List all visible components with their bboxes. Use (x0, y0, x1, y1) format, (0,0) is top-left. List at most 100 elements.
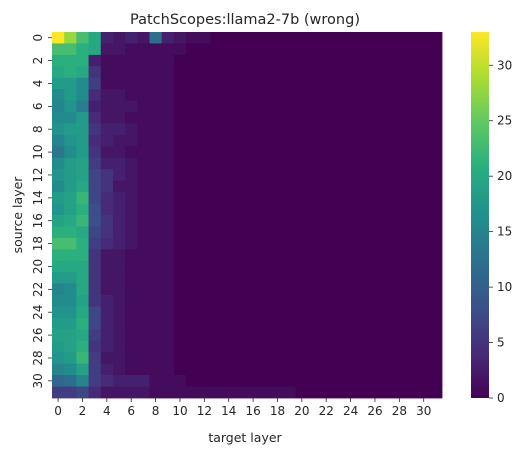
heatmap-cell (307, 192, 321, 204)
heatmap-cell (198, 295, 211, 307)
heatmap-cell (381, 340, 394, 353)
heatmap-cell (112, 100, 126, 113)
heatmap-cell (161, 169, 175, 182)
heatmap-cell (271, 375, 284, 387)
heatmap-cell (112, 146, 126, 159)
heatmap-cell (429, 352, 443, 365)
heatmap-cell (320, 203, 333, 216)
heatmap-cell (271, 295, 284, 307)
heatmap-cell (64, 283, 77, 296)
heatmap-cell (332, 77, 345, 90)
heatmap-cell (320, 272, 333, 285)
heatmap-cell (186, 386, 199, 399)
heatmap-cell (76, 32, 89, 44)
heatmap-cell (210, 363, 224, 376)
heatmap-cell (417, 260, 431, 273)
heatmap-cell (271, 363, 284, 376)
heatmap-cell (332, 215, 345, 227)
heatmap-cell (283, 329, 297, 342)
heatmap-cell (247, 192, 260, 204)
heatmap-cell (222, 237, 236, 250)
heatmap-cell (368, 169, 382, 182)
x-tick-label: 18 (270, 404, 285, 418)
heatmap-cell (125, 169, 138, 182)
heatmap-cell (149, 100, 163, 113)
heatmap-cell (405, 123, 419, 136)
heatmap-cell (88, 215, 102, 227)
heatmap-cell (100, 249, 114, 262)
heatmap-cell (332, 226, 345, 239)
heatmap-cell (64, 66, 77, 79)
heatmap-cell (368, 237, 382, 250)
heatmap-cell (64, 249, 77, 262)
heatmap-cell (234, 43, 248, 56)
heatmap-cell (100, 215, 114, 227)
heatmap-cell (161, 66, 175, 79)
heatmap-cell (320, 283, 333, 296)
heatmap-cell (356, 203, 370, 216)
heatmap-cell (344, 134, 358, 147)
heatmap-cell (112, 66, 126, 79)
heatmap-cell (417, 340, 431, 353)
heatmap-cell (417, 43, 431, 56)
heatmap-cell (417, 386, 431, 399)
heatmap-cell (271, 169, 284, 182)
heatmap-cell (368, 123, 382, 136)
heatmap-cell (356, 260, 370, 273)
heatmap-cell (100, 352, 114, 365)
heatmap-grid (52, 32, 443, 399)
heatmap-cell (137, 43, 150, 56)
heatmap-cell (198, 306, 211, 319)
heatmap-cell (356, 43, 370, 56)
heatmap-cell (295, 134, 309, 147)
heatmap-cell (222, 54, 236, 67)
heatmap-cell (149, 295, 163, 307)
heatmap-cell (417, 237, 431, 250)
heatmap-cell (271, 226, 284, 239)
heatmap-cell (381, 180, 394, 193)
heatmap-cell (198, 77, 211, 90)
heatmap-cell (405, 43, 419, 56)
heatmap-cell (344, 283, 358, 296)
heatmap-cell (234, 123, 248, 136)
heatmap-cell (247, 249, 260, 262)
heatmap-cell (283, 180, 297, 193)
heatmap-cell (210, 157, 224, 170)
heatmap-cell (368, 112, 382, 124)
heatmap-cell (137, 295, 150, 307)
heatmap-cell (405, 146, 419, 159)
heatmap-cell (271, 180, 284, 193)
heatmap-cell (368, 180, 382, 193)
heatmap-cell (173, 112, 187, 124)
heatmap-cell (247, 146, 260, 159)
heatmap-cell (259, 386, 272, 399)
heatmap-cell (271, 192, 284, 204)
heatmap-cell (429, 134, 443, 147)
heatmap-cell (161, 329, 175, 342)
heatmap-cell (52, 375, 65, 387)
heatmap-cell (381, 329, 394, 342)
heatmap-cell (210, 123, 224, 136)
heatmap-cell (198, 226, 211, 239)
heatmap-cell (271, 123, 284, 136)
heatmap-cell (76, 249, 89, 262)
heatmap-cell (368, 66, 382, 79)
heatmap-cell (283, 43, 297, 56)
heatmap-cell (283, 237, 297, 250)
heatmap-cell (344, 180, 358, 193)
heatmap-cell (125, 32, 138, 44)
heatmap-cell (368, 260, 382, 273)
heatmap-cell (125, 283, 138, 296)
heatmap-cell (307, 134, 321, 147)
heatmap-cell (429, 123, 443, 136)
heatmap-cell (161, 54, 175, 67)
heatmap-cell (393, 260, 406, 273)
heatmap-cell (149, 386, 163, 399)
heatmap-cell (247, 306, 260, 319)
heatmap-cell (344, 54, 358, 67)
heatmap-cell (210, 215, 224, 227)
heatmap-cell (259, 306, 272, 319)
heatmap-cell (186, 169, 199, 182)
heatmap-cell (417, 180, 431, 193)
